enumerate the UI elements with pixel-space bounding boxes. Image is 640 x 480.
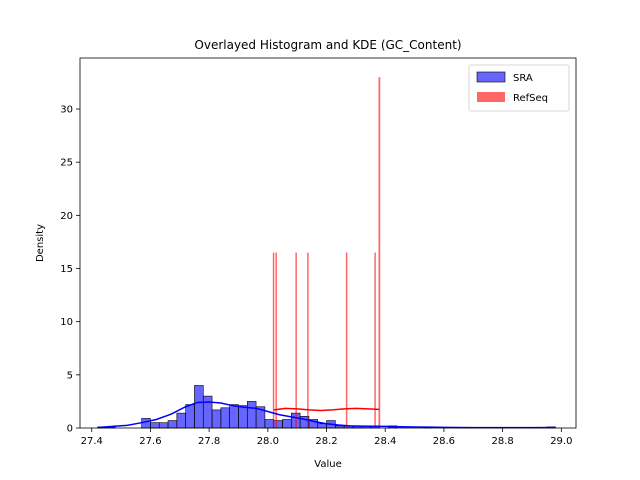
- sra-bar: [158, 422, 169, 429]
- x-tick-label: 27.4: [81, 436, 103, 447]
- sra-bar: [211, 409, 222, 429]
- sra-bar: [150, 422, 160, 429]
- legend-swatch: [477, 92, 505, 102]
- sra-bar: [273, 420, 283, 429]
- x-axis-label: Value: [314, 459, 341, 470]
- y-tick-label: 5: [67, 370, 73, 381]
- x-tick-label: 28.2: [315, 436, 337, 447]
- refseq-bar: [378, 77, 381, 428]
- y-tick-label: 30: [60, 105, 73, 116]
- refseq-bar: [295, 252, 297, 428]
- x-tick-label: 29.0: [550, 436, 572, 447]
- sra-bar: [185, 404, 195, 429]
- sra-bar: [176, 412, 186, 429]
- y-axis-label: Density: [35, 224, 46, 262]
- plot-area: [97, 77, 556, 429]
- refseq-kde-line: [273, 407, 380, 412]
- x-tick-label: 28.0: [257, 436, 279, 447]
- refseq-bar: [345, 252, 348, 428]
- x-tick-label: 28.4: [374, 436, 396, 447]
- y-tick-label: 0: [67, 424, 73, 435]
- sra-bar: [167, 420, 178, 429]
- sra-bar: [194, 385, 204, 429]
- sra-bar: [317, 423, 327, 429]
- x-tick-label: 27.8: [198, 436, 220, 447]
- x-tick-label: 28.6: [433, 436, 455, 447]
- y-tick-label: 15: [60, 264, 73, 275]
- y-tick-label: 10: [60, 317, 73, 328]
- legend-swatch: [476, 71, 506, 83]
- legend-label: RefSeq: [513, 93, 548, 104]
- x-tick-label: 28.8: [491, 436, 513, 447]
- y-tick-label: 25: [60, 158, 73, 169]
- sra-bar: [229, 404, 239, 429]
- y-tick-label: 20: [60, 211, 73, 222]
- sra-bar: [264, 419, 275, 429]
- sra-bar: [220, 407, 230, 429]
- refseq-bar: [374, 252, 376, 428]
- refseq-bar: [307, 252, 309, 428]
- sra-bar: [282, 419, 292, 429]
- legend-label: SRA: [513, 73, 533, 84]
- sra-bar: [202, 395, 213, 429]
- x-tick-label: 27.6: [139, 436, 161, 447]
- legend: SRA RefSeq: [468, 64, 570, 112]
- sra-kde-line: [97, 401, 556, 429]
- chart-title: Overlayed Histogram and KDE (GC_Content): [194, 38, 461, 52]
- plot-frame: [79, 57, 577, 429]
- refseq-bar: [272, 252, 275, 428]
- x-axis: 27.4 27.6 27.8 28.0 28.2 28.4 28.6 28.8 29.0: [81, 428, 572, 447]
- y-axis: 0 5 10 15 20 25 30: [60, 105, 80, 435]
- refseq-bar: [275, 252, 277, 428]
- sra-bar: [246, 401, 257, 429]
- sra-bar: [141, 418, 151, 429]
- sra-bar: [238, 405, 248, 429]
